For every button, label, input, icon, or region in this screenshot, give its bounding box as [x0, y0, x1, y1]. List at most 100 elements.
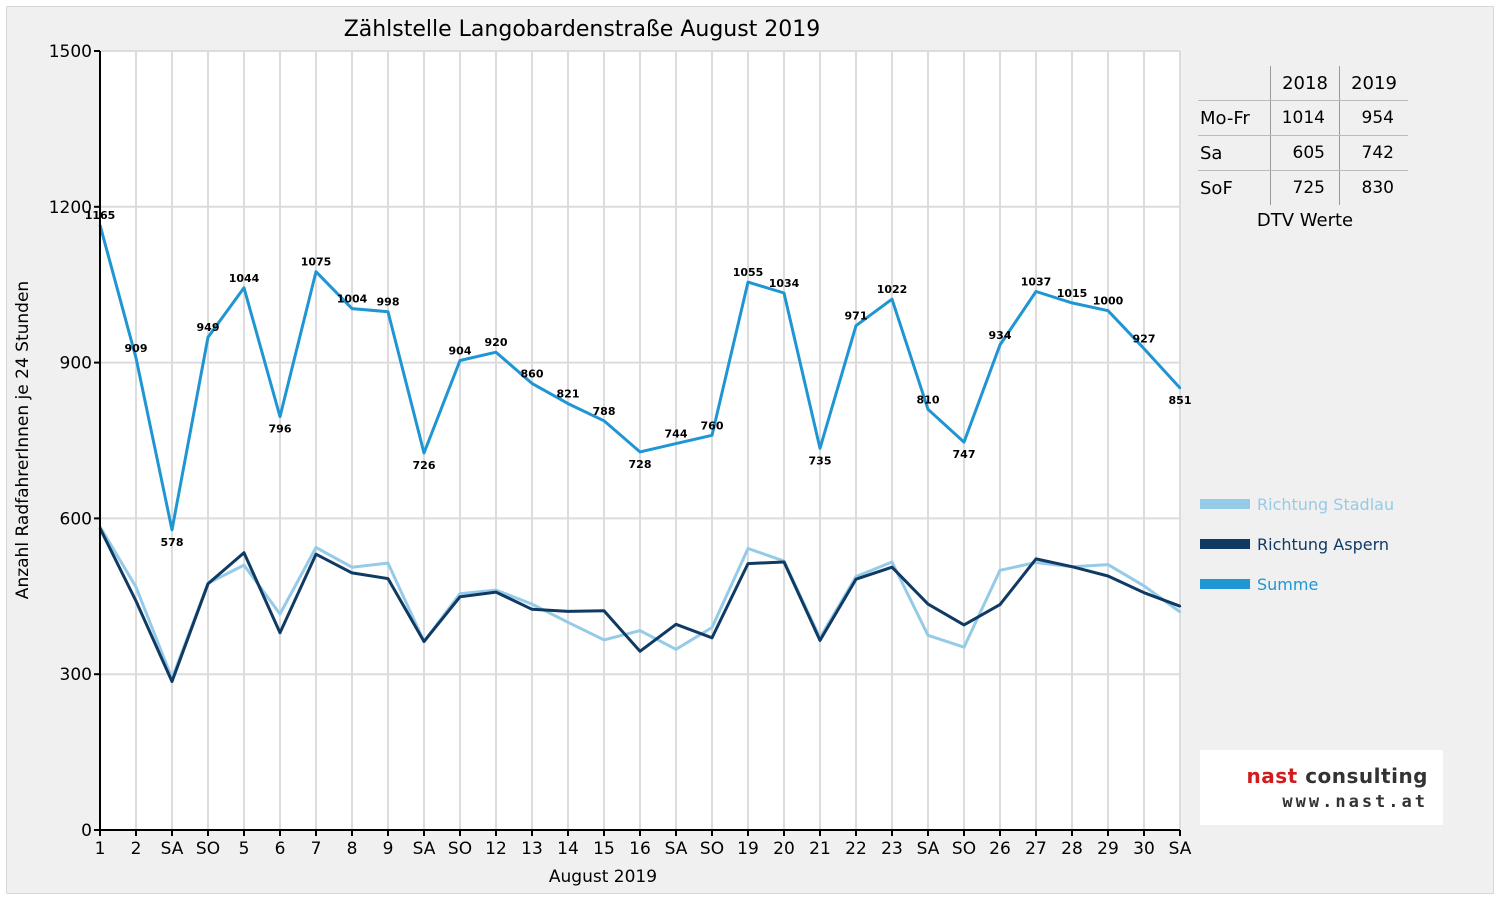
data-point — [1142, 347, 1146, 350]
x-tick-label: SA — [161, 839, 184, 859]
data-point — [710, 434, 714, 437]
data-label: 851 — [1169, 394, 1192, 407]
y-axis-title: Anzahl RadfahrerInnen je 24 Stunden — [13, 281, 33, 599]
data-point — [386, 310, 390, 313]
data-point — [494, 351, 498, 354]
data-point — [170, 528, 174, 531]
legend-swatch — [1200, 539, 1250, 549]
x-tick-label: 5 — [239, 839, 250, 859]
legend: Richtung Stadlau Richtung Aspern Summe — [1200, 495, 1394, 594]
dtv-value-2018: 725 — [1270, 170, 1340, 205]
data-point — [926, 602, 930, 606]
data-point — [134, 599, 138, 603]
x-tick-label: SA — [1169, 839, 1192, 859]
series-lines — [98, 223, 1182, 683]
data-label: 904 — [449, 345, 472, 358]
data-point — [386, 561, 390, 565]
chart-title: Zählstelle Langobardenstraße August 2019 — [344, 17, 821, 42]
data-label: 788 — [593, 405, 616, 418]
data-point — [566, 621, 570, 624]
data-point — [962, 646, 966, 649]
x-tick-label: 29 — [1097, 839, 1119, 859]
data-point — [350, 571, 354, 575]
data-point — [674, 648, 678, 651]
legend-swatch — [1200, 579, 1250, 589]
dtv-header-2018: 2018 — [1270, 66, 1340, 101]
data-point — [170, 680, 174, 683]
data-label: 1015 — [1057, 287, 1088, 300]
dtv-table: 2018 2019 Mo-Fr 1014 954 Sa 605 742 SoF … — [1198, 66, 1408, 205]
dtv-header-empty — [1198, 66, 1271, 101]
logo-name-part2: consulting — [1297, 764, 1428, 788]
data-point — [278, 612, 282, 616]
data-point — [710, 626, 714, 629]
data-point — [746, 562, 750, 565]
data-point — [782, 291, 786, 295]
x-tick-label: 13 — [521, 839, 543, 859]
data-point — [314, 553, 318, 556]
dtv-row-label: Sa — [1198, 135, 1271, 171]
data-label: 1034 — [769, 277, 800, 290]
x-tick-label: 9 — [383, 839, 394, 859]
data-point — [782, 560, 786, 564]
data-point — [998, 343, 1002, 347]
data-point — [638, 650, 642, 653]
data-point — [386, 577, 390, 580]
company-logo: nast consulting www.nast.at — [1200, 750, 1443, 825]
data-point — [530, 602, 534, 606]
x-tick-label: 14 — [557, 839, 579, 859]
data-point — [1142, 584, 1146, 588]
data-label: 1044 — [229, 272, 260, 285]
dtv-value-2019: 742 — [1339, 135, 1408, 171]
data-label: 860 — [521, 367, 544, 380]
data-point — [242, 551, 246, 554]
logo-name: nast consulting — [1200, 764, 1428, 788]
x-tick-label: SA — [413, 839, 436, 859]
data-point — [278, 415, 282, 418]
y-tick-label: 1500 — [49, 42, 92, 62]
dtv-row: Mo-Fr 1014 954 — [1198, 100, 1408, 136]
data-point — [998, 569, 1002, 572]
y-tick-label: 600 — [60, 509, 92, 529]
data-label: 1075 — [301, 256, 332, 269]
data-label: 1004 — [337, 293, 368, 306]
data-label: 949 — [197, 321, 220, 334]
data-point — [926, 634, 930, 637]
dtv-row: Sa 605 742 — [1198, 135, 1408, 171]
x-tick-label: SA — [665, 839, 688, 859]
y-tick-label: 0 — [81, 821, 92, 841]
data-point — [1178, 605, 1182, 608]
data-point — [1106, 563, 1110, 566]
data-point — [602, 638, 606, 642]
x-tick-label: 20 — [773, 839, 795, 859]
x-tick-label: 7 — [311, 839, 322, 859]
x-tick-label: 15 — [593, 839, 615, 859]
logo-url: www.nast.at — [1282, 792, 1428, 812]
data-point — [458, 592, 462, 595]
data-point — [638, 629, 642, 632]
data-point — [602, 419, 606, 422]
x-tick-label: 26 — [989, 839, 1011, 859]
legend-label: Richtung Aspern — [1257, 535, 1389, 554]
data-point — [1106, 574, 1110, 578]
data-label: 726 — [413, 459, 436, 472]
x-tick-label: 19 — [737, 839, 759, 859]
dtv-row: SoF 725 830 — [1198, 170, 1408, 205]
data-label: 920 — [485, 336, 508, 349]
data-labels: 1165 909 578 949 1044 796 1075 1004 998 726 904 920… — [85, 209, 1192, 549]
x-tick-label: 30 — [1133, 839, 1155, 859]
data-label: 1055 — [733, 266, 764, 279]
data-label: 735 — [809, 454, 832, 467]
dtv-caption: DTV Werte — [1256, 210, 1354, 231]
dtv-row-label: Mo-Fr — [1198, 100, 1271, 136]
data-label: 1037 — [1021, 276, 1052, 289]
data-label: 578 — [161, 536, 184, 549]
x-tick-label: 8 — [347, 839, 358, 859]
dtv-value-2019: 830 — [1339, 170, 1408, 205]
data-point — [134, 585, 138, 589]
data-point — [818, 639, 822, 642]
data-point — [890, 298, 894, 301]
data-point — [422, 640, 426, 643]
dtv-header-2019: 2019 — [1339, 66, 1408, 101]
